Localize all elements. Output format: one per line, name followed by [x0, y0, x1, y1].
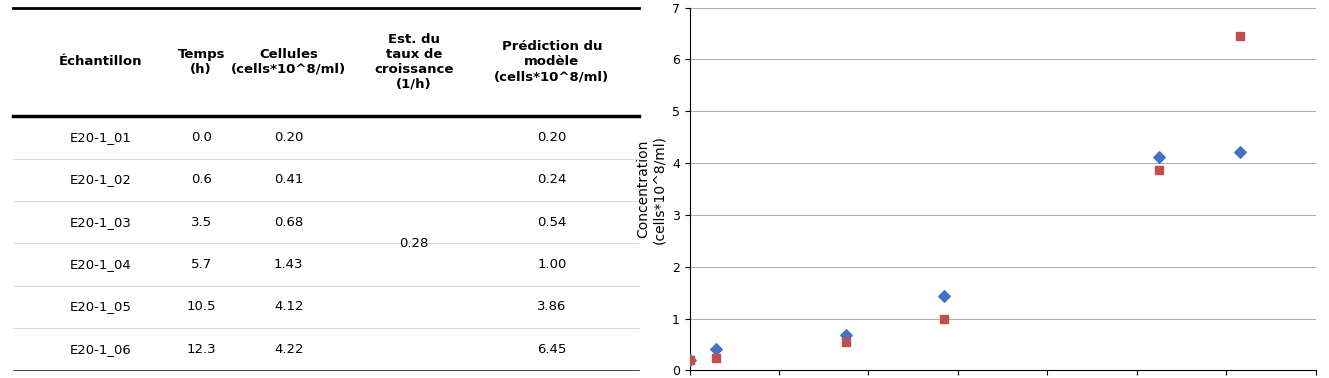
Title: Modèle croissance cellulaire
Milieu E20-1: Modèle croissance cellulaire Milieu E20-… [860, 0, 1146, 3]
Text: Prédiction du
modèle
(cells*10^8/ml): Prédiction du modèle (cells*10^8/ml) [494, 40, 610, 84]
Text: 4.12: 4.12 [274, 301, 303, 313]
Text: E20-1_02: E20-1_02 [70, 174, 132, 186]
Text: 12.3: 12.3 [186, 343, 215, 356]
Text: 0.54: 0.54 [537, 216, 566, 229]
Text: 0.0: 0.0 [190, 131, 211, 144]
Text: Cellules
(cells*10^8/ml): Cellules (cells*10^8/ml) [231, 48, 347, 76]
Prédiction du modèle (cells*10^8/ml) [1229, 33, 1251, 39]
Cellules (cells*10^8/ml) [934, 293, 956, 299]
Cellules (cells*10^8/ml) [1229, 149, 1251, 155]
Text: 0.6: 0.6 [190, 174, 211, 186]
Text: E20-1_04: E20-1_04 [70, 258, 132, 271]
Text: 1.43: 1.43 [274, 258, 303, 271]
Text: 1.00: 1.00 [537, 258, 566, 271]
Text: E20-1_06: E20-1_06 [70, 343, 132, 356]
Y-axis label: Concentration
(cells*10^8/ml): Concentration (cells*10^8/ml) [637, 135, 666, 243]
Text: 0.41: 0.41 [274, 174, 303, 186]
Cellules (cells*10^8/ml) [836, 332, 857, 338]
Prédiction du modèle (cells*10^8/ml) [679, 357, 700, 363]
Text: 3.86: 3.86 [537, 301, 566, 313]
Text: 4.22: 4.22 [274, 343, 303, 356]
Text: 10.5: 10.5 [186, 301, 215, 313]
Prédiction du modèle (cells*10^8/ml) [934, 316, 956, 322]
Cellules (cells*10^8/ml) [1148, 154, 1170, 160]
Text: 5.7: 5.7 [190, 258, 211, 271]
Text: Temps
(h): Temps (h) [177, 48, 225, 76]
Cellules (cells*10^8/ml) [706, 346, 727, 352]
Text: 0.20: 0.20 [274, 131, 303, 144]
Text: 0.28: 0.28 [399, 237, 429, 250]
Text: E20-1_01: E20-1_01 [70, 131, 132, 144]
Text: 3.5: 3.5 [190, 216, 211, 229]
Text: Est. du
taux de
croissance
(1/h): Est. du taux de croissance (1/h) [375, 33, 453, 91]
Text: E20-1_05: E20-1_05 [70, 301, 132, 313]
Text: 0.24: 0.24 [537, 174, 566, 186]
Text: 0.68: 0.68 [274, 216, 303, 229]
Prédiction du modèle (cells*10^8/ml) [836, 339, 857, 345]
Text: E20-1_03: E20-1_03 [70, 216, 132, 229]
Text: 6.45: 6.45 [537, 343, 566, 356]
Prédiction du modèle (cells*10^8/ml) [1148, 167, 1170, 174]
Text: Échantillon: Échantillon [60, 56, 142, 68]
Cellules (cells*10^8/ml) [679, 357, 700, 363]
Text: 0.20: 0.20 [537, 131, 566, 144]
Prédiction du modèle (cells*10^8/ml) [706, 355, 727, 361]
